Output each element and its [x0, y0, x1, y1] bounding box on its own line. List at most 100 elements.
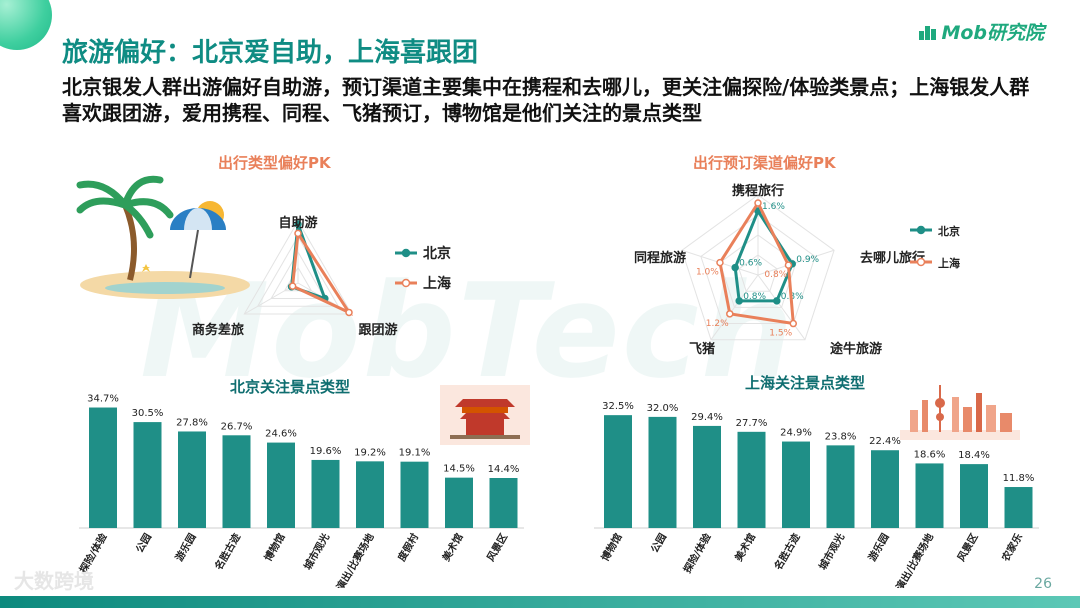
legend-marker	[916, 225, 926, 235]
radar-axis-label: 自助游	[278, 215, 317, 231]
radar-point	[288, 282, 297, 290]
bar-category-label: 演出/比赛场地	[334, 531, 377, 588]
radar-spoke	[757, 274, 806, 341]
radar-spoke	[710, 274, 759, 341]
bar	[826, 445, 855, 528]
bar-category-label: 演出/比赛场地	[893, 531, 936, 588]
bar	[222, 435, 251, 528]
shanghai-skyline-illustration	[900, 385, 1020, 440]
legend-label: 上海	[938, 256, 960, 270]
bar-value-label: 19.6%	[310, 446, 342, 457]
bar-value-label: 24.9%	[780, 428, 812, 439]
radar-value-label: 0.6%	[739, 259, 762, 269]
bar	[311, 459, 340, 528]
bar	[915, 463, 944, 528]
radar-point	[754, 199, 762, 207]
legend-marker	[916, 257, 926, 267]
bar-value-label: 23.8%	[825, 431, 857, 442]
bar-category-label: 农家乐	[998, 531, 1025, 564]
radar-series-北京	[733, 207, 794, 303]
radar-axis-label: 途牛旅游	[830, 341, 882, 357]
bar-chart-beijing: 34.7%探险/体验30.5%公园27.8%游乐园26.7%名胜古迹24.6%博…	[77, 394, 524, 588]
decorative-circle	[0, 0, 52, 50]
bar	[960, 464, 988, 528]
bar	[356, 461, 384, 528]
radar-point	[726, 310, 734, 318]
bar	[178, 431, 206, 528]
bar-value-label: 27.8%	[176, 417, 208, 428]
radar-point	[731, 263, 739, 272]
radar1-title: 出行类型偏好PK	[218, 154, 331, 172]
bar-value-label: 32.0%	[647, 403, 679, 414]
bar-value-label: 11.8%	[1003, 473, 1035, 484]
radar-axis-label: 去哪儿旅行	[860, 250, 925, 266]
bar-category-label: 度假村	[395, 531, 421, 563]
bar	[133, 422, 162, 528]
bar-value-label: 18.4%	[958, 450, 990, 461]
radar-grid	[243, 220, 353, 315]
logo-text: Mob研究院	[941, 22, 1044, 44]
bar-value-label: 22.4%	[869, 436, 901, 447]
radar-grid	[270, 250, 326, 299]
bar	[648, 416, 677, 528]
bar-category-label: 风景区	[485, 532, 510, 564]
bar-value-label: 27.7%	[736, 418, 768, 429]
bar	[737, 431, 766, 528]
bar1-title: 北京关注景点类型	[230, 378, 351, 396]
bar-value-label: 26.7%	[221, 421, 253, 432]
radar-axis-label: 跟团游	[358, 322, 397, 338]
page-title: 旅游偏好：北京爱自助，上海喜跟团	[62, 38, 479, 68]
logo-bars-icon	[919, 24, 937, 40]
bar-category-label: 游乐园	[172, 531, 198, 563]
bar-category-label: 美术馆	[732, 531, 758, 563]
radar-axis-label: 携程旅行	[732, 183, 784, 199]
radar-point	[773, 297, 781, 305]
radar-axis-label: 同程旅游	[634, 250, 686, 266]
bar-value-label: 24.6%	[265, 429, 297, 440]
radar-point	[294, 229, 302, 238]
radar-axis-label: 商务差旅	[192, 322, 244, 338]
bar-category-label: 博物馆	[598, 531, 624, 563]
bar-value-label: 19.2%	[354, 447, 386, 458]
radar-series-上海	[718, 199, 795, 326]
bar-category-label: 游乐园	[865, 531, 891, 563]
bar-category-label: 城市观光	[301, 531, 332, 572]
bar-category-label: 公园	[134, 532, 154, 555]
bar	[693, 425, 721, 528]
legend-label: 上海	[423, 275, 451, 292]
bar-category-label: 城市观光	[816, 531, 847, 572]
bar	[89, 407, 117, 528]
page-subtitle: 北京银发人群出游偏好自助游，预订渠道主要集中在携程和去哪儿，更关注偏探险/体验类…	[62, 75, 1030, 125]
bar-category-label: 公园	[649, 532, 669, 555]
bar-category-label: 探险/体验	[681, 530, 715, 575]
source-label: 大数跨境	[14, 569, 94, 593]
radar-value-label: 0.8%	[743, 292, 766, 302]
bar-category-label: 名胜古迹	[771, 531, 802, 572]
bar-value-label: 30.5%	[132, 408, 164, 419]
bar	[267, 442, 295, 528]
radar-point	[735, 297, 743, 305]
radar-value-label: 1.0%	[696, 268, 719, 278]
beach-illustration	[76, 175, 250, 299]
radar-point	[789, 319, 798, 328]
bar	[604, 415, 632, 528]
radar-grid	[256, 235, 340, 307]
beijing-temple-illustration	[440, 385, 530, 445]
watermark: MobTech	[140, 255, 796, 407]
legend-marker	[401, 248, 411, 258]
bar	[400, 461, 429, 528]
radar-grid	[738, 254, 778, 292]
radar-axis-label: 飞猪	[689, 341, 715, 357]
radar-value-label: 1.6%	[762, 202, 785, 212]
legend-label: 北京	[938, 224, 960, 238]
bar-value-label: 34.7%	[87, 394, 119, 405]
legend-marker	[401, 278, 411, 288]
legend-label: 北京	[423, 245, 451, 262]
bar	[1004, 487, 1033, 528]
radar-value-label: 1.2%	[706, 319, 729, 329]
radar-value-label: 0.9%	[796, 255, 819, 265]
bar-value-label: 19.1%	[399, 448, 431, 459]
radar-grid	[700, 214, 816, 324]
bar-category-label: 博物馆	[261, 531, 287, 563]
